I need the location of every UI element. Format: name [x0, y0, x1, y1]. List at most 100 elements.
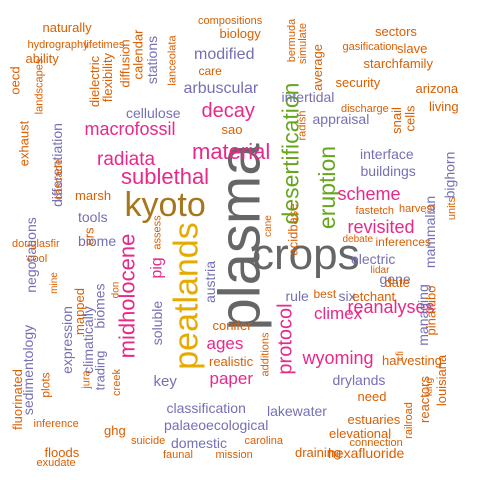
word-intertidal: intertidal — [281, 89, 335, 105]
word-crops: crops — [252, 230, 360, 279]
word-conifer: conifer — [212, 317, 252, 333]
word-scheme: scheme — [337, 184, 401, 204]
word-ages: ages — [206, 333, 244, 353]
word-harvest: harvest — [399, 202, 436, 215]
word-cellulose: cellulose — [126, 105, 181, 121]
word-plots: plots — [38, 372, 53, 398]
word-gasification: gasification — [342, 40, 398, 53]
word-ers: ers — [81, 226, 97, 246]
word-douglasfir: douglasfir — [12, 237, 60, 250]
word-discharge: discharge — [341, 102, 389, 115]
word-sectors: sectors — [375, 23, 417, 39]
word-cfi: cfi — [395, 351, 406, 361]
word-draining: draining — [295, 444, 342, 460]
word-suicide: suicide — [131, 434, 166, 447]
word-macrofossil: macrofossil — [84, 119, 176, 139]
word-six: six — [338, 288, 356, 304]
word-family: family — [399, 55, 433, 71]
word-lifetimes: lifetimes — [84, 38, 125, 51]
word-tools: tools — [78, 209, 108, 225]
word-realistic: realistic — [209, 353, 254, 369]
word-protocol: protocol — [274, 303, 297, 375]
word-ghg: ghg — [104, 422, 126, 438]
word-electric: electric — [351, 251, 396, 267]
word-estuaries: estuaries — [347, 411, 401, 427]
word-assess: assess — [151, 214, 164, 250]
word-cells: cells — [402, 104, 418, 132]
word-mission: mission — [215, 448, 253, 461]
word-arizona: arizona — [415, 80, 459, 96]
word-austria: austria — [202, 260, 219, 304]
word-lanceolata: lanceolata — [166, 34, 179, 86]
word-biology: biology — [219, 25, 261, 41]
word-climex: climex — [314, 303, 363, 323]
word-soluble: soluble — [149, 300, 166, 346]
word-hydrography: hydrography — [27, 38, 89, 51]
word-connection: connection — [349, 436, 403, 449]
word-appraisal: appraisal — [312, 111, 370, 127]
word-cool: cool — [27, 252, 48, 265]
word-marsh: marsh — [75, 187, 112, 203]
word-care: care — [198, 64, 222, 78]
word-best: best — [313, 287, 337, 301]
word-biome: biome — [78, 233, 117, 249]
word-mapped: mapped — [71, 287, 87, 335]
word-sao: sao — [221, 121, 243, 137]
word-carolina: carolina — [244, 434, 284, 447]
word-security: security — [335, 74, 381, 90]
word-date: date — [384, 274, 410, 290]
word-mine: mine — [48, 272, 60, 294]
word-elevational: elevational — [329, 425, 392, 441]
word-simulate: simulate — [296, 22, 309, 64]
word-inferences: inferences — [375, 235, 431, 249]
word-revisited: revisited — [347, 217, 415, 237]
word-snail: snail — [388, 106, 404, 134]
word-naturally: naturally — [42, 19, 92, 35]
word-material: material — [192, 139, 271, 164]
word-modified: modified — [194, 46, 255, 63]
word-cascade: cascade — [52, 158, 65, 200]
word-fastetch: fastetch — [355, 204, 395, 217]
word-debate: debate — [342, 234, 374, 245]
word-acidbase: acidbase — [285, 202, 301, 256]
word-calendar: calendar — [130, 29, 146, 79]
word-kyoto: kyoto — [124, 186, 206, 224]
word-inference: inference — [33, 417, 79, 430]
word-arbuscular: arbuscular — [183, 80, 259, 97]
word-interface: interface — [360, 146, 414, 162]
word-radiata: radiata — [97, 148, 156, 170]
word-reanalyses: reanalyses — [347, 297, 435, 317]
word-jura: jura — [80, 369, 93, 389]
word-fluorinated: fluorinated — [9, 368, 25, 430]
word-drylands: drylands — [332, 372, 386, 388]
word-exudate: exudate — [36, 456, 76, 469]
word-units: units — [445, 196, 458, 220]
word-living: living — [429, 98, 459, 114]
word-average: average — [309, 43, 325, 91]
word-flexibility: flexibility — [99, 52, 115, 102]
word-oecd: oecd — [7, 65, 23, 95]
word-creek: creek — [110, 368, 123, 396]
word-wyoming: wyoming — [302, 348, 374, 368]
word-railroad: railroad — [402, 401, 415, 439]
word-peatlands: peatlands — [167, 222, 206, 370]
word-palaeoecological: palaeoecological — [164, 417, 269, 433]
word-compositions: compositions — [198, 14, 263, 27]
word-paper: paper — [209, 368, 253, 388]
word-ability: ability — [25, 50, 59, 66]
word-harvesting: harvesting — [382, 352, 442, 368]
word-pinatubo: pinatubo — [423, 285, 439, 335]
word-dielectric: dielectric — [86, 55, 102, 107]
word-additions: additions — [259, 331, 272, 377]
word-rule: rule — [285, 288, 309, 304]
word-don: don — [109, 281, 121, 299]
word-bighorn: bighorn — [440, 151, 457, 199]
word-need: need — [357, 388, 387, 404]
word-floods: floods — [44, 444, 80, 460]
word-gene: gene — [379, 271, 411, 287]
word-classification: classification — [166, 400, 246, 416]
word-decay: decay — [201, 100, 255, 122]
word-landscapes: landscapes — [33, 58, 46, 114]
word-key: key — [153, 372, 177, 390]
